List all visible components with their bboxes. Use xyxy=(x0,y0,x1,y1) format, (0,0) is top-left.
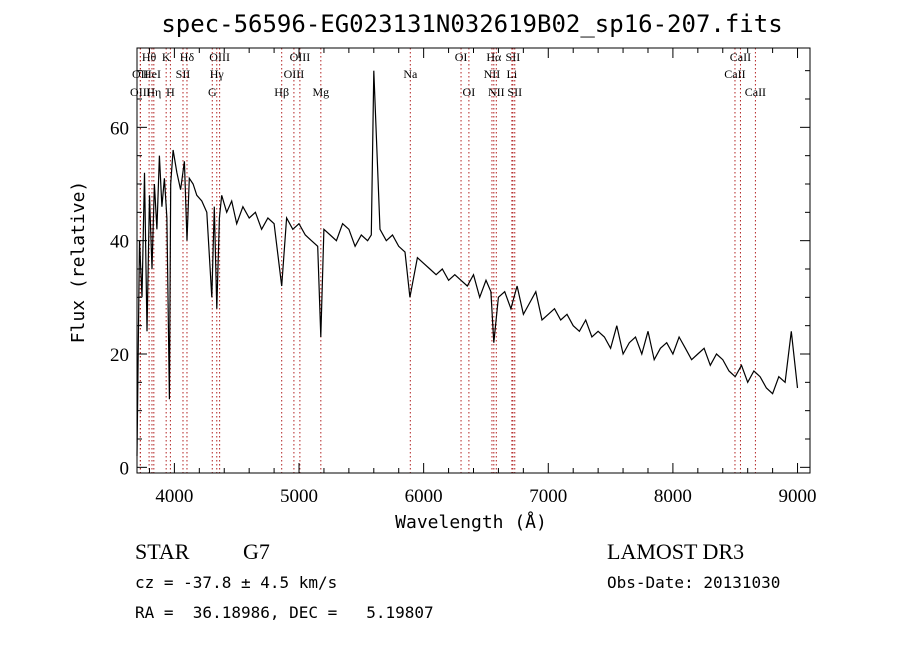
survey-name: LAMOST DR3 xyxy=(607,539,744,564)
line-label-9: OIII xyxy=(209,50,230,64)
line-label-5: K xyxy=(162,50,171,64)
line-label-19: Hα xyxy=(486,50,502,64)
y-tick-label-0: 0 xyxy=(120,458,130,479)
x-tick-label-5: 9000 xyxy=(779,486,817,507)
line-label-20: SII xyxy=(506,50,521,64)
x-tick-label-4: 8000 xyxy=(654,486,692,507)
x-axis-label: Wavelength (Å) xyxy=(395,511,547,533)
line-label-15: Mg xyxy=(312,85,329,99)
line-label-25: CaII xyxy=(730,50,751,64)
line-label-6: SII xyxy=(176,67,191,81)
line-label-16: Na xyxy=(403,67,418,81)
x-tick-label-2: 6000 xyxy=(405,486,443,507)
line-label-12: OIII xyxy=(290,50,311,64)
line-label-11: G xyxy=(208,85,217,99)
x-tick-label-3: 7000 xyxy=(529,486,567,507)
object-subclass: G7 xyxy=(243,539,270,564)
y-tick-label-1: 20 xyxy=(110,345,129,366)
line-label-26: CaII xyxy=(724,67,745,81)
line-label-3: HeI xyxy=(143,67,161,81)
redshift-cz: cz = -37.8 ± 4.5 km/s xyxy=(135,573,337,592)
y-axis-label: Flux (relative) xyxy=(68,181,89,344)
line-label-0: Hθ xyxy=(142,50,157,64)
y-tick-label-3: 60 xyxy=(110,118,129,139)
x-axis-ticks: 4000 5000 6000 7000 8000 9000 xyxy=(148,48,817,507)
line-label-10: Hγ xyxy=(210,67,225,81)
line-label-22: Li xyxy=(507,67,518,81)
observation-date: Obs-Date: 20131030 xyxy=(607,573,780,592)
line-label-14: Hβ xyxy=(274,85,289,99)
line-label-2: OIII xyxy=(130,85,151,99)
line-label-21: NII xyxy=(484,67,501,81)
chart-title: spec-56596-EG023131N032619B02_sp16-207.f… xyxy=(161,10,782,38)
spectral-line-markers xyxy=(139,48,756,473)
coordinates: RA = 36.18986, DEC = 5.19807 xyxy=(135,603,434,622)
y-tick-label-2: 40 xyxy=(110,232,129,253)
line-label-27: CaII xyxy=(745,85,766,99)
plot-frame xyxy=(136,47,811,474)
line-label-7: H xyxy=(166,85,175,99)
x-tick-label-0: 4000 xyxy=(155,486,193,507)
line-label-23: NII xyxy=(488,85,505,99)
line-label-18: OI xyxy=(463,85,476,99)
x-tick-label-1: 5000 xyxy=(280,486,318,507)
line-label-4: Hη xyxy=(146,85,161,99)
line-label-24: SII xyxy=(507,85,522,99)
line-label-8: Hδ xyxy=(180,50,195,64)
spectrum-flux-line xyxy=(136,70,799,457)
y-axis-ticks: 0 20 40 60 xyxy=(110,70,810,479)
object-class: STAR xyxy=(135,539,190,564)
line-label-13: OIII xyxy=(284,67,305,81)
line-label-17: OI xyxy=(455,50,468,64)
line-label-1: OII xyxy=(132,67,149,81)
